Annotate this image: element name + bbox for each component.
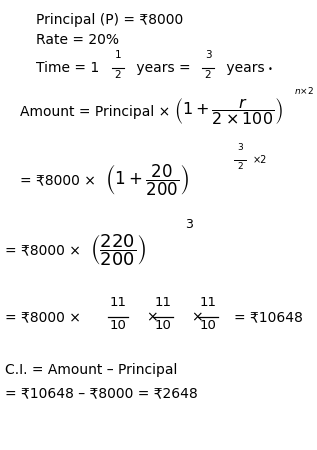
- Text: 3: 3: [205, 50, 211, 60]
- Text: Time = 1: Time = 1: [36, 61, 104, 75]
- Text: 2: 2: [115, 70, 121, 80]
- Text: Rate = 20%: Rate = 20%: [36, 33, 119, 47]
- Text: $\left(\dfrac{220}{200}\right)$: $\left(\dfrac{220}{200}\right)$: [90, 232, 146, 268]
- Text: $\left(1+\dfrac{20}{200}\right)$: $\left(1+\dfrac{20}{200}\right)$: [105, 162, 189, 198]
- Text: 1: 1: [115, 50, 121, 60]
- Text: years: years: [222, 61, 265, 75]
- Text: Principal (P) = ₹8000: Principal (P) = ₹8000: [36, 13, 183, 27]
- Text: ×: ×: [146, 310, 158, 324]
- Text: $n{\times}2$: $n{\times}2$: [294, 85, 314, 95]
- Text: 10: 10: [155, 319, 171, 332]
- Text: •: •: [268, 64, 273, 73]
- Text: 3: 3: [185, 217, 193, 230]
- Text: = ₹10648 – ₹8000 = ₹2648: = ₹10648 – ₹8000 = ₹2648: [5, 386, 198, 400]
- Text: 11: 11: [109, 296, 126, 309]
- Text: years =: years =: [132, 61, 195, 75]
- Text: ×: ×: [191, 310, 203, 324]
- Text: ×2: ×2: [253, 155, 267, 165]
- Text: 11: 11: [199, 296, 217, 309]
- Text: 10: 10: [200, 319, 217, 332]
- Text: 2: 2: [205, 70, 211, 80]
- Text: 11: 11: [154, 296, 171, 309]
- Text: = ₹8000 ×: = ₹8000 ×: [5, 310, 81, 324]
- Text: 3: 3: [237, 143, 243, 152]
- Text: C.I. = Amount – Principal: C.I. = Amount – Principal: [5, 363, 178, 377]
- Text: 10: 10: [110, 319, 126, 332]
- Text: = ₹10648: = ₹10648: [234, 310, 303, 324]
- Text: = ₹8000 ×: = ₹8000 ×: [20, 173, 96, 187]
- Text: Amount = Principal ×: Amount = Principal ×: [20, 105, 170, 119]
- Text: 2: 2: [237, 162, 243, 171]
- Text: $\left(1+\dfrac{r}{2\times100}\right)$: $\left(1+\dfrac{r}{2\times100}\right)$: [174, 96, 283, 127]
- Text: = ₹8000 ×: = ₹8000 ×: [5, 243, 81, 257]
